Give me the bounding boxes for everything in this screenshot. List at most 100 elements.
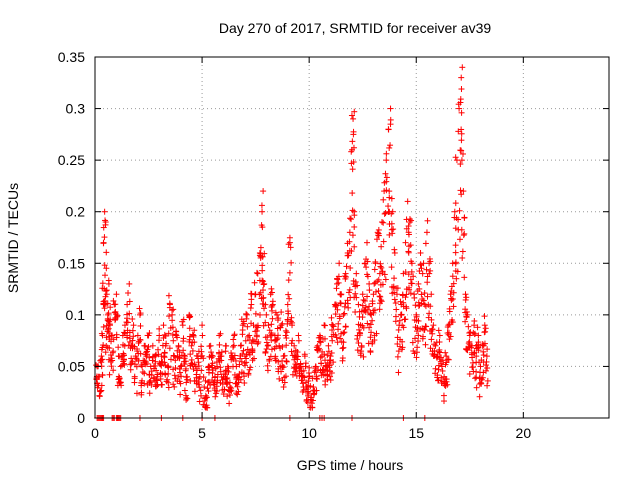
y-tick-labels: 0 0.05 0.1 0.15 0.2 0.25 0.3 0.35 (58, 49, 85, 426)
data-point (101, 208, 108, 215)
data-point (314, 375, 321, 382)
data-point (254, 324, 261, 331)
data-point (149, 342, 156, 349)
data-point (452, 259, 459, 266)
data-point (117, 363, 124, 370)
data-point (108, 363, 115, 370)
data-point (359, 302, 366, 309)
data-point (264, 334, 271, 341)
data-point (340, 344, 347, 351)
data-point (195, 381, 202, 388)
data-point (160, 322, 167, 329)
data-point (306, 364, 313, 371)
data-point (390, 226, 397, 233)
data-point (278, 309, 285, 316)
data-point (461, 230, 468, 237)
data-point (268, 285, 275, 292)
data-point (287, 318, 294, 325)
data-point (259, 224, 266, 231)
data-point (106, 345, 113, 352)
data-point (203, 394, 210, 401)
data-point (471, 317, 478, 324)
y-tick-label: 0.35 (58, 49, 85, 65)
data-point (251, 279, 258, 286)
data-point (427, 345, 434, 352)
data-point (156, 337, 163, 344)
data-point (138, 391, 145, 398)
data-point (187, 313, 194, 320)
data-point (100, 323, 107, 330)
data-point (247, 364, 254, 371)
data-point (359, 291, 366, 298)
data-point (360, 324, 367, 331)
data-point (223, 342, 230, 349)
data-point (479, 374, 486, 381)
data-point (349, 232, 356, 239)
data-point (183, 379, 190, 386)
data-point (405, 229, 412, 236)
data-point (385, 203, 392, 210)
data-point (198, 343, 205, 350)
data-point (111, 309, 118, 316)
data-point (286, 269, 293, 276)
data-point (121, 342, 128, 349)
data-point (126, 280, 133, 287)
data-point (395, 348, 402, 355)
data-point (148, 368, 155, 375)
data-point (265, 322, 272, 329)
data-point (170, 352, 177, 359)
data-point (255, 339, 262, 346)
data-point (332, 311, 339, 318)
data-point (269, 315, 276, 322)
data-point (461, 214, 468, 221)
data-point (366, 324, 373, 331)
data-point (150, 375, 157, 382)
data-point (257, 244, 264, 251)
data-point (295, 337, 302, 344)
data-point (207, 382, 214, 389)
data-point (458, 86, 465, 93)
data-points (93, 64, 491, 421)
data-point (252, 310, 259, 317)
data-point (160, 353, 167, 360)
data-point (482, 362, 489, 369)
data-point (469, 354, 476, 361)
data-point (170, 381, 177, 388)
data-point (138, 361, 145, 368)
data-point (120, 356, 127, 363)
data-point (343, 263, 350, 270)
data-point (373, 330, 380, 337)
data-point (402, 316, 409, 323)
data-point (408, 280, 415, 287)
data-point (266, 327, 273, 334)
data-point (277, 324, 284, 331)
data-point (460, 188, 467, 195)
data-point (206, 378, 213, 385)
data-point (484, 365, 491, 372)
data-point (452, 154, 459, 161)
data-point (287, 244, 294, 251)
data-point (393, 291, 400, 298)
data-point (294, 356, 301, 363)
data-point (421, 326, 428, 333)
data-point (477, 363, 484, 370)
data-point (408, 268, 415, 275)
data-point (478, 357, 485, 364)
data-point (289, 337, 296, 344)
data-point (205, 388, 212, 395)
data-point (240, 320, 247, 327)
data-point (214, 371, 221, 378)
data-point (438, 363, 445, 370)
data-point (146, 390, 153, 397)
data-point (190, 333, 197, 340)
data-point (413, 349, 420, 356)
data-point (129, 337, 136, 344)
data-point (183, 394, 190, 401)
data-point (367, 349, 374, 356)
data-point (415, 303, 422, 310)
data-point (329, 327, 336, 334)
data-point (337, 291, 344, 298)
data-point (305, 382, 312, 389)
data-point (395, 369, 402, 376)
data-point (420, 260, 427, 267)
